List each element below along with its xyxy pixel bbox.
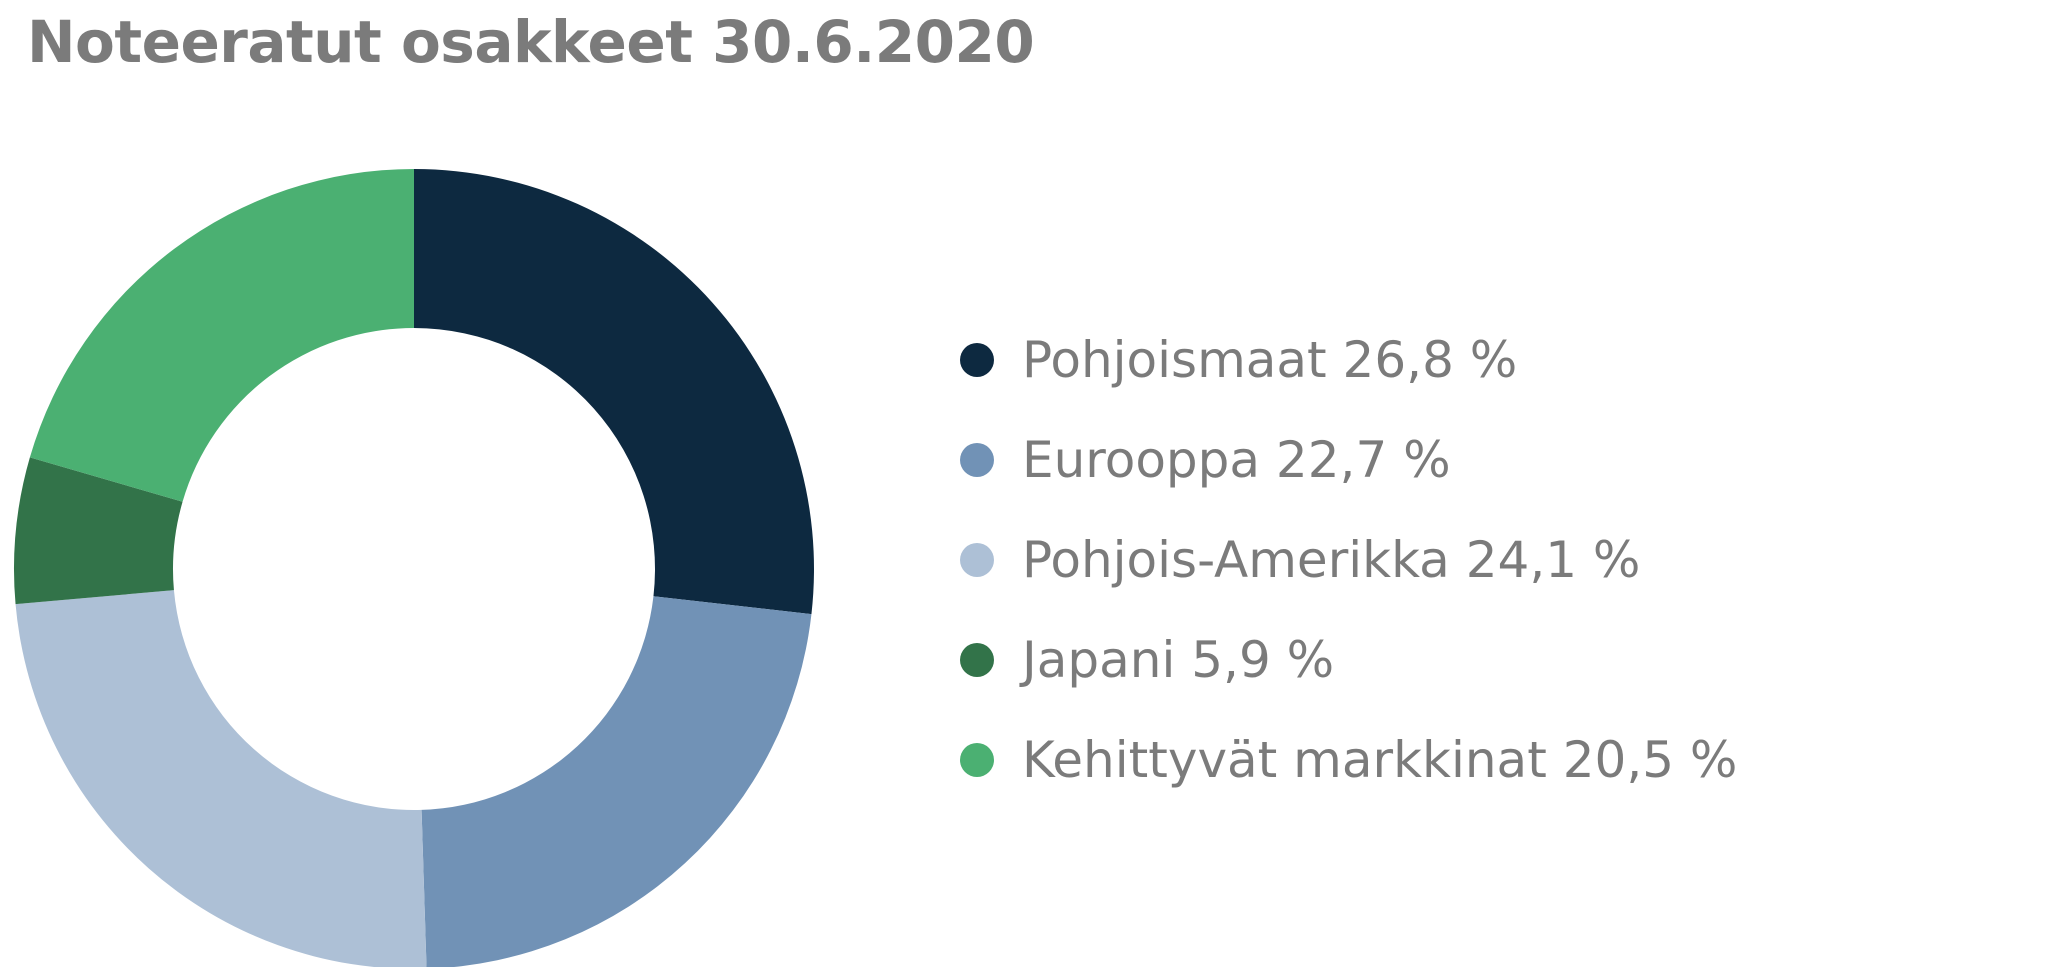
legend-item-3: Pohjois-Amerikka 24,1 % bbox=[960, 510, 1737, 610]
donut-slice-2 bbox=[421, 596, 812, 967]
donut-slice-1 bbox=[414, 169, 815, 615]
donut-slice-3 bbox=[15, 590, 427, 967]
donut-slice-5 bbox=[29, 169, 414, 502]
legend-swatch-4 bbox=[960, 643, 994, 677]
donut-slice-4 bbox=[14, 457, 183, 605]
legend-item-1: Pohjoismaat 26,8 % bbox=[960, 310, 1737, 410]
legend-item-5: Kehittyvät markkinat 20,5 % bbox=[960, 710, 1737, 810]
legend-swatch-3 bbox=[960, 543, 994, 577]
legend-swatch-2 bbox=[960, 443, 994, 477]
legend-swatch-1 bbox=[960, 343, 994, 377]
legend-item-4: Japani 5,9 % bbox=[960, 610, 1737, 710]
chart-title: Noteeratut osakkeet 30.6.2020 bbox=[27, 8, 1035, 76]
legend-label-2: Eurooppa 22,7 % bbox=[1022, 431, 1451, 489]
legend: Pohjoismaat 26,8 % Eurooppa 22,7 % Pohjois… bbox=[960, 310, 1737, 810]
legend-label-3: Pohjois-Amerikka 24,1 % bbox=[1022, 531, 1641, 589]
legend-label-4: Japani 5,9 % bbox=[1022, 631, 1335, 689]
donut-chart bbox=[14, 169, 815, 967]
donut-slices bbox=[14, 169, 815, 967]
legend-label-1: Pohjoismaat 26,8 % bbox=[1022, 331, 1518, 389]
legend-swatch-5 bbox=[960, 743, 994, 777]
legend-label-5: Kehittyvät markkinat 20,5 % bbox=[1022, 731, 1738, 789]
legend-item-2: Eurooppa 22,7 % bbox=[960, 410, 1737, 510]
